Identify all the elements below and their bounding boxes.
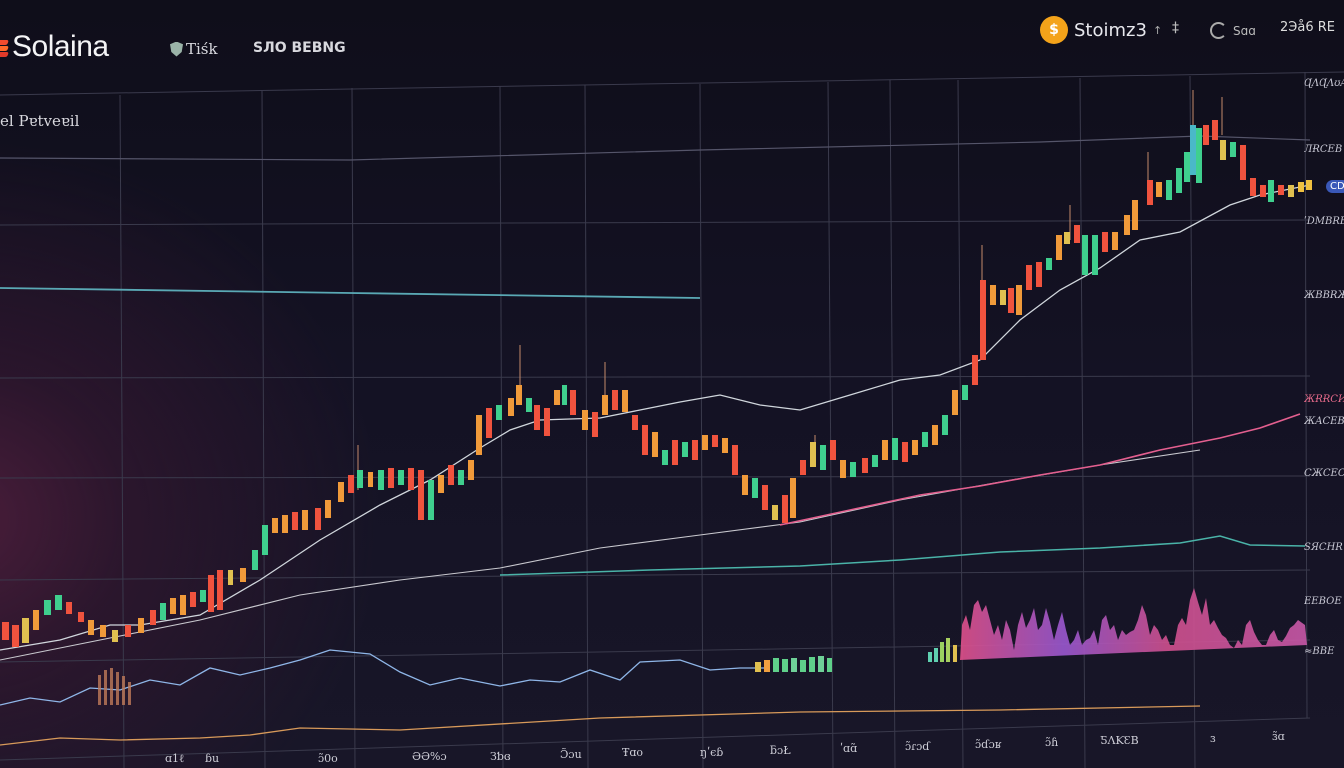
toolbar-arrow-button[interactable]: ‡ (1172, 20, 1179, 36)
resistance-line (0, 135, 1311, 161)
brand-name: Solaina (12, 30, 109, 63)
shield-icon (170, 41, 183, 57)
nav-item-trending[interactable]: SЛO BEBNG (253, 40, 346, 56)
x-axis-label: ƃɔŁ (770, 744, 791, 757)
y-axis-label: ɊɅɊɅʊA (1304, 78, 1344, 89)
x-axis-label: ƏƏ%ɔ (412, 750, 447, 763)
ticker-selector[interactable]: $ Stoimz3 ↑ (1040, 16, 1162, 44)
panel-title: el Pɐtveɐil (0, 112, 80, 130)
header: Solaina Tiśk SЛO BEBNG $ Stoimz3 ↑ ‡ Sɑɑ… (0, 0, 1344, 80)
x-axis-label: ʹɑɑ̃ (840, 742, 858, 755)
y-axis-label: SЯCHR (1304, 542, 1343, 553)
x-axis-label: ɜ̃ɑ (1272, 730, 1285, 743)
x-axis-label: ƼɅƘƐB (1100, 734, 1139, 747)
volume-bars-left (98, 668, 131, 705)
x-axis-label: ɓu (205, 752, 220, 765)
x-axis-label: ɔ̃0o (318, 752, 338, 765)
nav-item-label: SЛO BEBNG (253, 40, 346, 56)
y-axis-label: EEBOE (1304, 596, 1342, 607)
x-axis-label: Зƅɞ (490, 750, 511, 763)
y-axis-label: ʹDMBRE (1304, 216, 1344, 227)
ma-pink-line (779, 413, 1301, 526)
toolbar-label: Sɑɑ (1233, 23, 1256, 38)
ticker-label: Stoimz3 (1074, 19, 1147, 41)
y-axis-label: CЖCEC (1304, 468, 1344, 479)
nav-item-label: Tiśk (186, 40, 218, 58)
x-axis-label: ɔ̃ɾɔɗ (905, 740, 930, 753)
volume-bars-green (755, 656, 832, 672)
arrow-icon: ‡ (1172, 20, 1179, 36)
toolbar-timeframe[interactable]: 2Эå6 RE (1280, 20, 1335, 35)
oscillator-line (0, 649, 770, 706)
candlesticks (2, 90, 1312, 647)
cyan-trend-line (0, 287, 701, 299)
y-axis-label: ≈BBE (1304, 646, 1335, 657)
ma-fast-line (0, 184, 1311, 651)
toolbar-spiral-button[interactable]: Sɑɑ (1210, 22, 1256, 39)
x-axis-label: Ɔ̃ɔu (560, 748, 582, 761)
x-axis-label: Ŧɑo (622, 746, 644, 759)
arrow-up-icon: ↑ (1152, 23, 1163, 37)
current-price-tag: CD (1326, 180, 1344, 193)
y-axis-label: ЖACEBE (1304, 416, 1344, 427)
x-axis-label: ɜ (1210, 732, 1216, 745)
brand-logo[interactable]: Solaina (0, 30, 109, 64)
nav-item-risk[interactable]: Tiśk (170, 40, 218, 58)
spiral-icon (1210, 22, 1227, 39)
x-axis-label: ŋʹєɓ (700, 746, 724, 759)
volume-bars-right (928, 588, 1307, 662)
ma-teal-line (499, 535, 1306, 576)
coin-icon: $ (1040, 16, 1068, 44)
y-axis-label-highlight: ЖɌɌCИ (1304, 394, 1344, 405)
timeframe-label: 2Эå6 RE (1280, 20, 1335, 35)
bottom-indicator-line (0, 705, 1201, 746)
x-axis-label: ɔ̃ɗɔʁ (975, 738, 1002, 751)
grid (0, 71, 1344, 768)
x-axis-label: ɔ̃ɦ (1045, 736, 1059, 749)
x-axis-label: ɑ1ℓ (165, 752, 185, 765)
y-axis-label: ЛɌCEB (1304, 144, 1343, 155)
